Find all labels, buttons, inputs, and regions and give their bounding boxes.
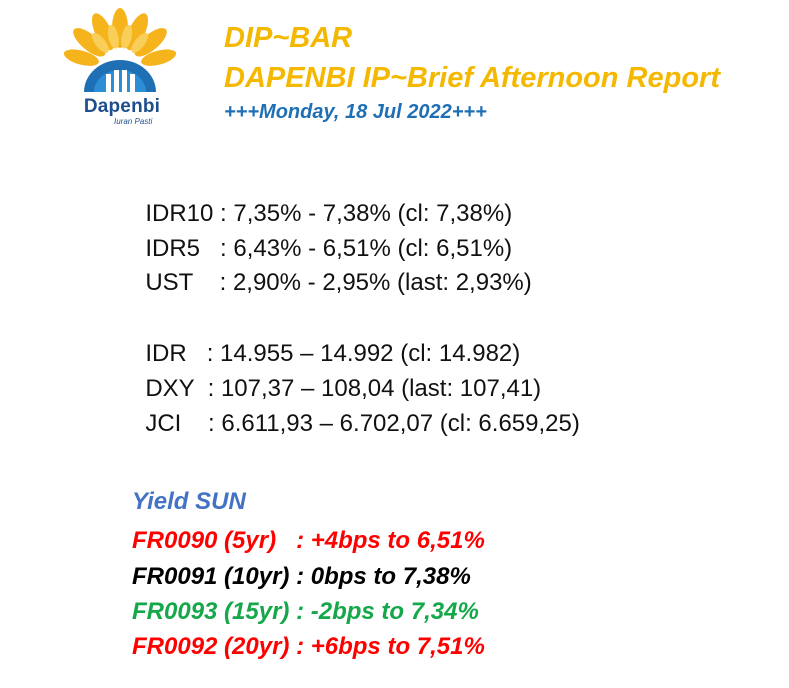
market-value: 107,37 – 108,04 (last: 107,41) bbox=[220, 375, 542, 402]
market-row: JCI : 6.611,93 – 6.702,07 (cl: 6.659,25) bbox=[132, 382, 580, 438]
yield-sun-item: FR0092 (20yr) : +6bps to 7,51% bbox=[132, 633, 485, 660]
market-label: JCI bbox=[145, 410, 182, 437]
market-value: 14.955 – 14.992 (cl: 14.982) bbox=[220, 340, 521, 367]
yield-sun-item: FR0090 (5yr) : +4bps to 6,51% bbox=[132, 527, 485, 554]
yield-sun-item: FR0093 (15yr) : -2bps to 7,34% bbox=[132, 598, 479, 625]
bond-row: UST : 2,90% - 2,95% (last: 2,93%) bbox=[132, 241, 532, 297]
report-subtitle: DAPENBI IP~Brief Afternoon Report bbox=[224, 62, 720, 94]
market-sep: : bbox=[186, 340, 221, 367]
bond-label: IDR5 bbox=[145, 235, 201, 262]
bond-sep: : bbox=[192, 269, 233, 296]
bond-sep: : bbox=[213, 200, 234, 227]
bond-row: IDR10 : 7,35% - 7,38% (cl: 7,38%) bbox=[132, 172, 512, 228]
report-date: +++Monday, 18 Jul 2022+++ bbox=[224, 101, 487, 123]
bond-label: UST bbox=[145, 269, 193, 296]
market-label: IDR bbox=[145, 340, 187, 367]
yield-sun-item: FR0091 (10yr) : 0bps to 7,38% bbox=[132, 563, 471, 590]
market-row: IDR : 14.955 – 14.992 (cl: 14.982) bbox=[132, 312, 520, 368]
bond-value: 7,35% - 7,38% (cl: 7,38%) bbox=[233, 200, 513, 227]
market-row: DXY : 107,37 – 108,04 (last: 107,41) bbox=[132, 347, 541, 403]
bond-row: IDR5 : 6,43% - 6,51% (cl: 6,51%) bbox=[132, 207, 512, 263]
market-label: DXY bbox=[145, 375, 195, 402]
bond-value: 2,90% - 2,95% (last: 2,93%) bbox=[232, 269, 532, 296]
bond-sep: : bbox=[200, 235, 234, 262]
market-sep: : bbox=[194, 375, 221, 402]
logo-tagline: Iuran Pasti bbox=[114, 117, 153, 126]
market-value: 6.611,93 – 6.702,07 (cl: 6.659,25) bbox=[221, 410, 580, 437]
yield-sun-title: Yield SUN bbox=[132, 488, 246, 515]
market-sep: : bbox=[181, 410, 222, 437]
report-title: DIP~BAR bbox=[224, 22, 353, 54]
bond-label: IDR10 bbox=[145, 200, 214, 227]
dapenbi-logo: Dapenbi Iuran Pasti bbox=[40, 6, 200, 126]
bond-value: 6,43% - 6,51% (cl: 6,51%) bbox=[233, 235, 513, 262]
sun-emblem-icon bbox=[63, 8, 177, 92]
logo-name: Dapenbi bbox=[83, 96, 161, 117]
